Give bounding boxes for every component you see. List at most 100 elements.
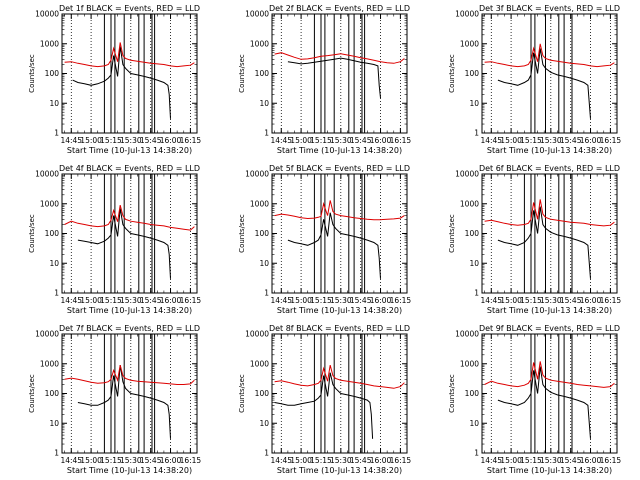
- chart-panel-5: 1 10 100 1000 10000 14:4515:0015:1515:3015:45…: [238, 164, 411, 315]
- chart-panel-2: 1 10 100 1000 10000 14:4515:0015:1515:3015:45…: [238, 4, 411, 155]
- x-tick-label: 14:45: [480, 456, 502, 465]
- y-tick-label: 1000: [250, 39, 269, 48]
- plot-frame: [481, 333, 618, 454]
- x-tick-label: 15:30: [120, 296, 142, 305]
- y-tick-label: 10: [49, 259, 59, 268]
- chart-title: Det 3f BLACK = Events, RED = LLD: [479, 4, 620, 13]
- x-axis-label: Start Time (10-Jul-13 14:38:20): [487, 466, 612, 475]
- x-axis-label: Start Time (10-Jul-13 14:38:20): [67, 146, 192, 155]
- chart-panel-7: 1 10 100 1000 10000 14:4515:0015:1515:3015:45…: [28, 324, 201, 475]
- x-tick-label: 16:15: [180, 136, 202, 145]
- x-tick-label: 15:45: [350, 456, 372, 465]
- x-tick-label: 14:45: [270, 456, 292, 465]
- x-tick-label: 15:15: [310, 296, 332, 305]
- y-tick-label: 1: [54, 449, 59, 458]
- y-tick-label: 10000: [455, 10, 479, 19]
- y-tick-label: 10: [469, 99, 479, 108]
- x-tick-label: 15:45: [560, 136, 582, 145]
- x-axis-label: Start Time (10-Jul-13 14:38:20): [277, 466, 402, 475]
- y-tick-label: 100: [465, 229, 480, 238]
- x-tick-label: 15:00: [500, 136, 522, 145]
- y-tick-label: 100: [255, 389, 270, 398]
- chart-panel-4: 1 10 100 1000 10000 14:4515:0015:1515:3015:45…: [28, 164, 201, 315]
- x-tick-label: 14:45: [270, 296, 292, 305]
- y-tick-label: 10: [259, 99, 269, 108]
- y-tick-label: 10: [259, 259, 269, 268]
- plot-frame: [61, 333, 198, 454]
- x-tick-label: 16:00: [160, 296, 182, 305]
- series-line-red: [64, 42, 195, 68]
- x-tick-label: 16:00: [160, 136, 182, 145]
- x-tick-label: 16:00: [160, 456, 182, 465]
- x-tick-label: 15:15: [100, 456, 122, 465]
- x-tick-label: 15:45: [350, 136, 372, 145]
- chart-panel-9: 1 10 100 1000 10000 14:4515:0015:1515:3015:45…: [448, 324, 621, 475]
- series-line-red: [484, 43, 615, 68]
- y-tick-label: 10000: [455, 170, 479, 179]
- y-tick-label: 10: [49, 419, 59, 428]
- y-axis-label: Counts/sec: [238, 54, 246, 93]
- x-tick-label: 16:00: [370, 456, 392, 465]
- y-tick-label: 10000: [245, 330, 269, 339]
- plot-frame: [61, 173, 198, 294]
- x-tick-label: 15:15: [310, 136, 332, 145]
- series-line-black: [77, 365, 171, 439]
- y-tick-label: 100: [255, 229, 270, 238]
- chart-title: Det 5f BLACK = Events, RED = LLD: [269, 164, 410, 173]
- y-axis-label: Counts/sec: [28, 214, 36, 253]
- series-line-black: [287, 212, 381, 279]
- x-tick-label: 16:15: [180, 456, 202, 465]
- x-tick-label: 15:15: [310, 456, 332, 465]
- y-tick-label: 1000: [460, 199, 479, 208]
- y-axis-label: Counts/sec: [448, 374, 456, 413]
- y-axis-label: Counts/sec: [238, 214, 246, 253]
- y-tick-label: 1: [54, 289, 59, 298]
- y-tick-label: 1000: [40, 359, 59, 368]
- x-tick-label: 15:45: [140, 136, 162, 145]
- series-line-black: [274, 372, 374, 439]
- y-tick-label: 1000: [250, 199, 269, 208]
- y-tick-label: 10: [469, 259, 479, 268]
- chart-panel-3: 1 10 100 1000 10000 14:4515:0015:1515:3015:45…: [448, 4, 621, 155]
- x-tick-label: 16:15: [180, 296, 202, 305]
- series-line-red: [274, 364, 405, 389]
- y-tick-label: 10000: [245, 170, 269, 179]
- y-tick-label: 10: [49, 99, 59, 108]
- y-axis-label: Counts/sec: [238, 374, 246, 413]
- y-tick-label: 1000: [40, 199, 59, 208]
- plot-frame: [271, 333, 408, 454]
- x-tick-label: 15:45: [140, 296, 162, 305]
- y-tick-label: 1000: [250, 359, 269, 368]
- y-tick-label: 1: [474, 129, 479, 138]
- x-axis-label: Start Time (10-Jul-13 14:38:20): [277, 146, 402, 155]
- x-axis-label: Start Time (10-Jul-13 14:38:20): [67, 466, 192, 475]
- x-axis-label: Start Time (10-Jul-13 14:38:20): [67, 306, 192, 315]
- y-tick-label: 1: [264, 449, 269, 458]
- y-tick-label: 100: [45, 389, 60, 398]
- series-line-black: [497, 206, 591, 279]
- x-tick-label: 15:30: [120, 456, 142, 465]
- chart-title: Det 1f BLACK = Events, RED = LLD: [59, 4, 200, 13]
- series-line-red: [64, 204, 195, 231]
- x-tick-label: 16:15: [600, 456, 622, 465]
- x-tick-label: 14:45: [270, 136, 292, 145]
- y-axis-label: Counts/sec: [448, 214, 456, 253]
- x-tick-label: 15:30: [540, 136, 562, 145]
- plot-frame: [61, 13, 198, 134]
- x-tick-label: 15:45: [140, 456, 162, 465]
- y-tick-label: 10000: [35, 330, 59, 339]
- y-tick-label: 1: [264, 129, 269, 138]
- chart-title: Det 8f BLACK = Events, RED = LLD: [269, 324, 410, 333]
- series-line-black: [77, 208, 171, 279]
- chart-panel-8: 1 10 100 1000 10000 14:4515:0015:1515:3015:45…: [238, 324, 411, 475]
- x-tick-label: 16:15: [390, 296, 412, 305]
- y-tick-label: 10: [259, 419, 269, 428]
- plot-frame: [481, 13, 618, 134]
- chart-title: Det 6f BLACK = Events, RED = LLD: [479, 164, 620, 173]
- x-tick-label: 14:45: [480, 296, 502, 305]
- plot-frame: [271, 13, 408, 134]
- x-axis-label: Start Time (10-Jul-13 14:38:20): [487, 146, 612, 155]
- y-tick-label: 1: [264, 289, 269, 298]
- x-tick-label: 15:00: [80, 136, 102, 145]
